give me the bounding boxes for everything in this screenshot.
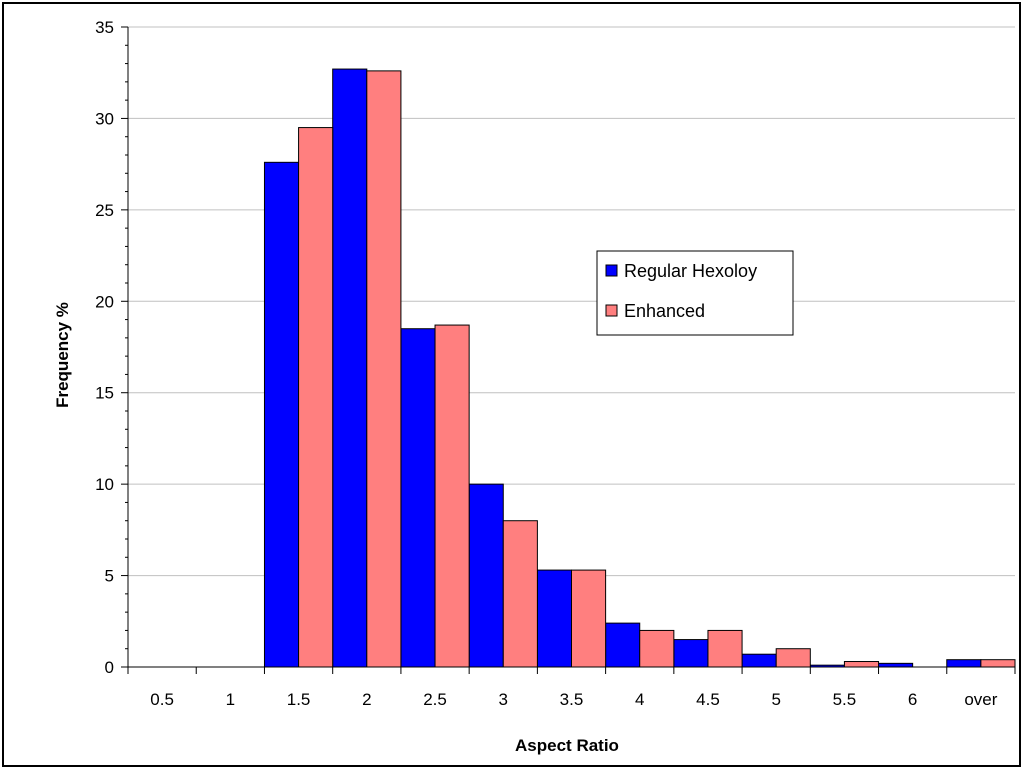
y-tick-label: 35 (95, 18, 114, 37)
bar-enhanced-1.5 (298, 127, 334, 668)
x-tick-label: 4 (635, 690, 644, 709)
legend-label-regular-hexoloy: Regular Hexoloy (624, 261, 757, 281)
y-tick-label: 0 (105, 658, 114, 677)
legend-swatch-enhanced (605, 304, 618, 317)
y-axis-title: Frequency % (53, 302, 72, 408)
x-tick-label: 3.5 (560, 690, 584, 709)
x-tick-label: 2.5 (423, 690, 447, 709)
bar-enhanced-3 (502, 520, 538, 668)
bar-enhanced-4.5 (707, 629, 743, 668)
bar-enhanced-5.5 (843, 661, 880, 668)
x-tick-label: 2 (362, 690, 371, 709)
bar-enhanced-3.5 (571, 569, 607, 668)
y-tick-label: 20 (95, 292, 114, 311)
x-tick-label: over (964, 690, 997, 709)
y-tick-labels: 0 5 10 15 20 25 30 35 (95, 18, 114, 677)
y-tick-label: 25 (95, 201, 114, 220)
legend-swatch-regular-hexoloy (605, 264, 618, 277)
bar-enhanced-4 (639, 629, 675, 668)
x-tick-label: 4.5 (696, 690, 720, 709)
legend-label-enhanced: Enhanced (624, 301, 705, 321)
y-tick-label: 30 (95, 109, 114, 128)
bar-enhanced-over (980, 659, 1016, 668)
bar-regular-hexoloy-2 (332, 68, 368, 668)
bar-enhanced-2 (366, 70, 402, 668)
axes (121, 26, 1016, 674)
y-tick-label: 15 (95, 384, 114, 403)
y-tick-label: 10 (95, 475, 114, 494)
x-tick-label: 1 (226, 690, 235, 709)
bar-regular-hexoloy-4.5 (673, 639, 709, 668)
x-axis-title: Aspect Ratio (515, 736, 619, 755)
x-tick-label: 6 (908, 690, 917, 709)
bar-regular-hexoloy-3 (468, 483, 504, 668)
legend: Regular Hexoloy Enhanced (596, 250, 794, 336)
x-tick-label: 0.5 (150, 690, 174, 709)
bar-regular-hexoloy-over (946, 659, 982, 668)
legend-box (596, 250, 794, 336)
bars (263, 68, 1016, 668)
bar-enhanced-2.5 (434, 324, 470, 668)
x-tick-label: 5 (771, 690, 780, 709)
bar-regular-hexoloy-4 (605, 622, 641, 668)
x-tick-label: 1.5 (287, 690, 311, 709)
bar-regular-hexoloy-3.5 (536, 569, 573, 668)
bar-regular-hexoloy-2.5 (400, 328, 436, 668)
gridlines (128, 26, 1015, 577)
y-tick-label: 5 (105, 567, 114, 586)
bar-enhanced-5 (775, 648, 811, 668)
x-tick-labels: 0.5 1 1.5 2 2.5 3 3.5 4 4.5 5 5.5 6 over (150, 690, 997, 709)
x-tick-label: 3 (499, 690, 508, 709)
bar-regular-hexoloy-6 (878, 662, 914, 668)
x-tick-label: 5.5 (833, 690, 857, 709)
bar-regular-hexoloy-1.5 (263, 161, 300, 668)
bar-regular-hexoloy-5 (741, 653, 777, 668)
